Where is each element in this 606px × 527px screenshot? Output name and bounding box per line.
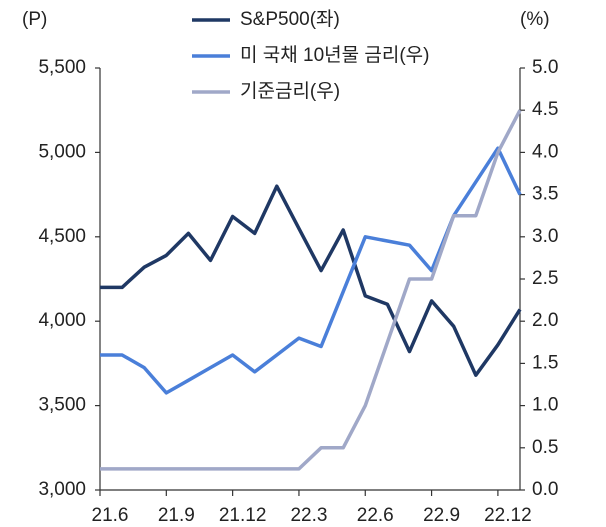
series-line [100,146,522,395]
y2-tick-label: 1.5 [532,352,558,373]
y-unit: (P) [22,9,47,30]
y2-tick-label: 4.5 [532,99,558,120]
x-tick-label: 22.9 [423,505,460,526]
y-tick-label: 4,000 [38,310,86,331]
y2-tick-label: 2.5 [532,268,558,289]
y2-tick-label: 3.0 [532,226,558,247]
x-tick-label: 22.3 [290,505,327,526]
y2-tick-label: 0.5 [532,437,558,458]
y-tick-label: 5,500 [38,57,86,78]
legend-label: 기준금리(우) [240,80,340,102]
series-line [100,184,522,377]
y-tick-label: 3,000 [38,479,86,500]
series-line [100,109,522,471]
legend-label: S&P500(좌) [240,8,340,30]
x-tick-label: 22.6 [357,505,394,526]
y2-tick-label: 1.0 [532,395,558,416]
y-tick-label: 3,500 [38,395,86,416]
x-tick-label: 21.12 [219,505,267,526]
x-tick-label: 21.6 [92,505,129,526]
x-tick-label: 21.9 [158,505,195,526]
y2-tick-label: 2.0 [532,310,558,331]
y2-unit: (%) [520,9,550,30]
y-tick-label: 4,500 [38,226,86,247]
y-tick-label: 5,000 [38,141,86,162]
y2-tick-label: 3.5 [532,184,558,205]
y2-tick-label: 4.0 [532,141,558,162]
legend-label: 미 국채 10년물 금리(우) [240,44,429,66]
x-tick-label: 22.12 [484,505,532,526]
y2-tick-label: 5.0 [532,57,558,78]
y2-tick-label: 0.0 [532,479,558,500]
